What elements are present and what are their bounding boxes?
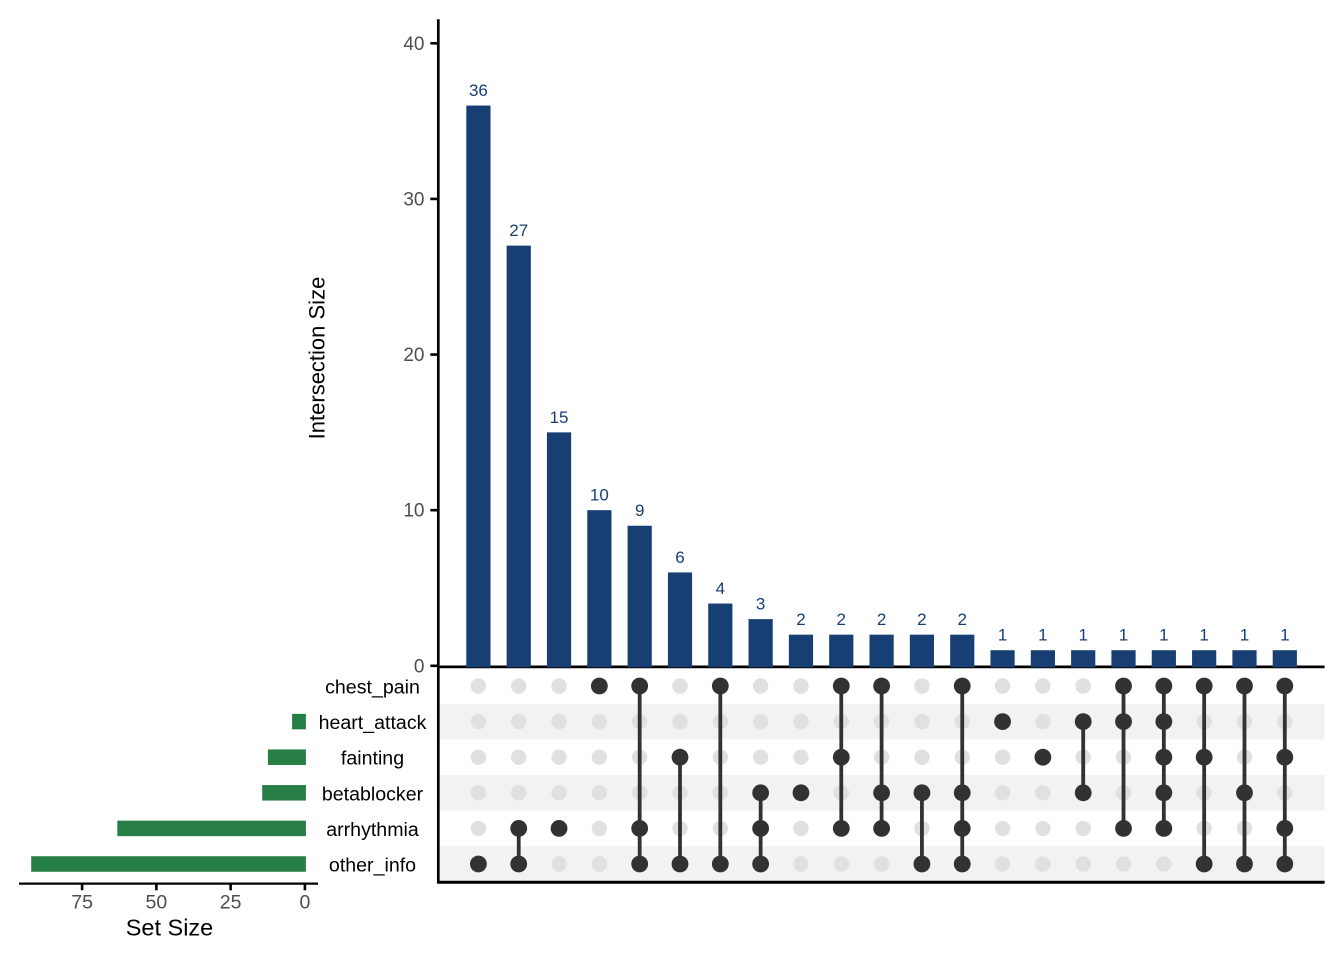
svg-text:arrhythmia: arrhythmia xyxy=(326,819,419,841)
svg-text:3: 3 xyxy=(756,595,765,614)
svg-text:2: 2 xyxy=(796,610,805,629)
svg-text:10: 10 xyxy=(403,501,424,522)
svg-text:1: 1 xyxy=(1280,626,1289,645)
svg-text:2: 2 xyxy=(958,610,967,629)
svg-text:Intersection Size: Intersection Size xyxy=(305,277,330,440)
svg-text:0: 0 xyxy=(299,892,310,914)
svg-text:75: 75 xyxy=(71,892,93,914)
svg-text:betablocker: betablocker xyxy=(322,783,424,805)
svg-text:1: 1 xyxy=(1159,626,1168,645)
svg-text:1: 1 xyxy=(1119,626,1128,645)
svg-text:6: 6 xyxy=(675,548,684,567)
svg-text:1: 1 xyxy=(1199,626,1208,645)
svg-text:27: 27 xyxy=(509,221,528,240)
svg-text:1: 1 xyxy=(1240,626,1249,645)
svg-text:10: 10 xyxy=(590,486,609,505)
svg-text:4: 4 xyxy=(716,579,725,598)
svg-text:2: 2 xyxy=(917,610,926,629)
svg-text:Set Size: Set Size xyxy=(126,915,214,941)
svg-text:9: 9 xyxy=(635,501,644,520)
svg-text:25: 25 xyxy=(220,892,242,914)
svg-text:1: 1 xyxy=(998,626,1007,645)
svg-text:other_info: other_info xyxy=(329,855,416,877)
svg-text:15: 15 xyxy=(550,408,569,427)
svg-text:fainting: fainting xyxy=(341,748,404,770)
svg-text:36: 36 xyxy=(469,81,488,100)
svg-text:0: 0 xyxy=(414,656,425,677)
svg-text:1: 1 xyxy=(1078,626,1087,645)
svg-text:50: 50 xyxy=(146,892,168,914)
svg-text:30: 30 xyxy=(403,189,424,210)
svg-text:2: 2 xyxy=(837,610,846,629)
svg-text:heart_attack: heart_attack xyxy=(319,712,427,734)
svg-text:1: 1 xyxy=(1038,626,1047,645)
svg-text:40: 40 xyxy=(403,34,424,55)
svg-text:20: 20 xyxy=(403,345,424,366)
svg-text:2: 2 xyxy=(877,610,886,629)
svg-text:chest_pain: chest_pain xyxy=(325,677,420,699)
